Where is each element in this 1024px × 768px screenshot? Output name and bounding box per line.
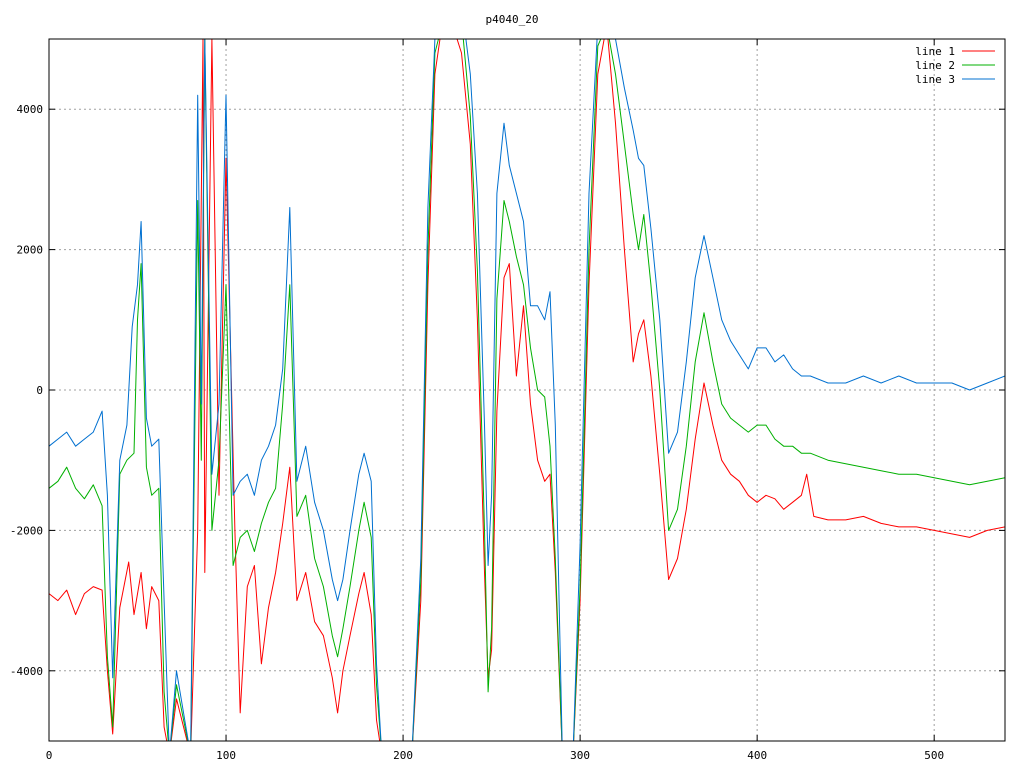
x-tick-label: 0 [46, 749, 53, 762]
series-line-2 [49, 39, 1005, 741]
y-tick-label: -2000 [10, 524, 43, 537]
legend-label-1: line 1 [915, 45, 955, 58]
y-tick-label: -4000 [10, 665, 43, 678]
x-tick-label: 300 [570, 749, 590, 762]
x-tick-label: 500 [924, 749, 944, 762]
y-tick-label: 4000 [17, 103, 44, 116]
plot-area [49, 39, 1005, 741]
grid [49, 39, 1005, 741]
series-line-1 [49, 39, 1005, 741]
series-line-3 [49, 39, 1005, 741]
chart-title: p4040_20 [486, 13, 539, 26]
x-tick-label: 200 [393, 749, 413, 762]
y-tick-label: 0 [36, 384, 43, 397]
y-tick-label: 2000 [17, 244, 44, 257]
legend-label-3: line 3 [915, 73, 955, 86]
legend-label-2: line 2 [915, 59, 955, 72]
x-tick-label: 100 [216, 749, 236, 762]
axis-ticks: 0 100 200 300 400 500 -4000 -2000 0 2000 4000 [10, 39, 1005, 762]
x-tick-label: 400 [747, 749, 767, 762]
